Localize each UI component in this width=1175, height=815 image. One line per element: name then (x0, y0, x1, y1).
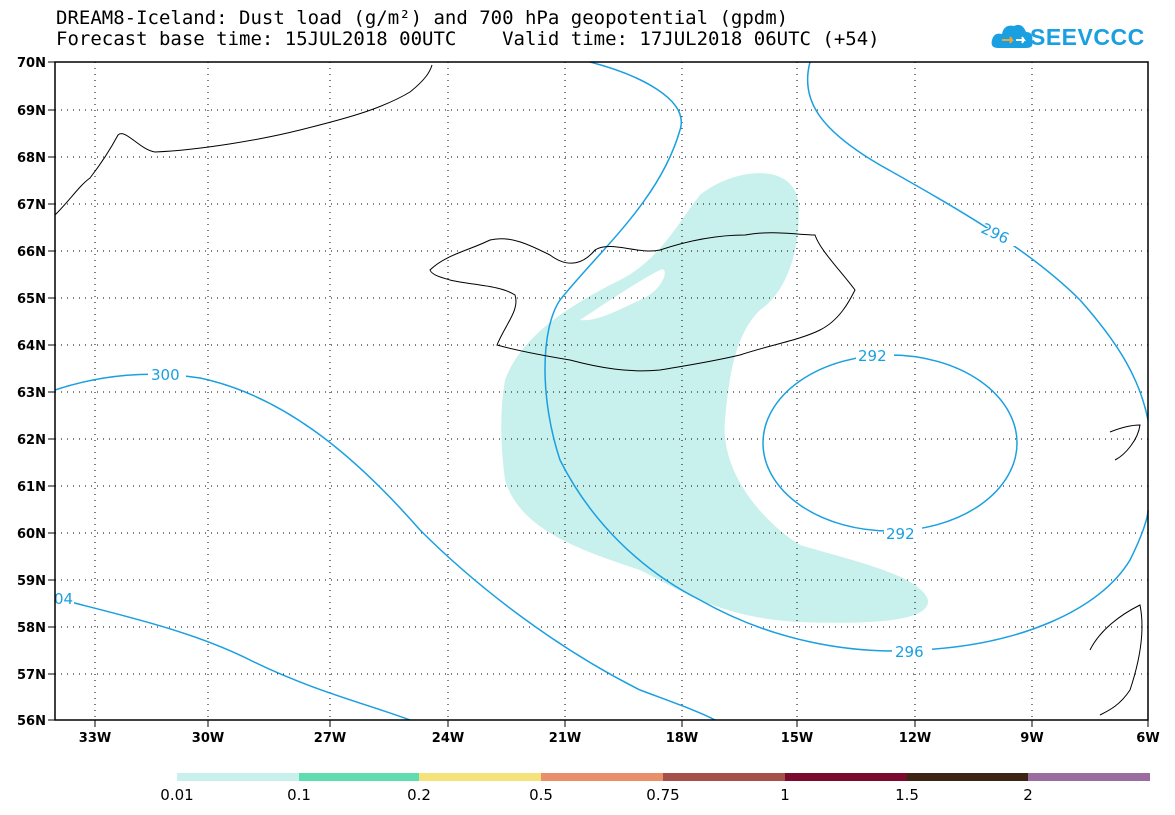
colorbar (177, 773, 1150, 781)
contour-label-292-north: 292 (858, 347, 887, 365)
colorbar-label: 0.5 (529, 786, 553, 804)
colorbar-segment (785, 773, 907, 781)
contour-304 (54, 597, 411, 721)
lat-label: 58N (17, 621, 46, 636)
colorbar-segment (177, 773, 299, 781)
graticule (55, 62, 1148, 720)
lat-label: 62N (17, 433, 46, 448)
contour-label-304: 04 (54, 590, 73, 608)
contour-292 (762, 354, 1018, 532)
lon-label: 30W (192, 731, 224, 746)
contour-296-east (806, 61, 1149, 421)
lat-label: 70N (17, 56, 46, 71)
lon-label: 27W (314, 731, 346, 746)
contour-label-300: 300 (151, 366, 180, 384)
colorbar-label: 0.01 (160, 786, 193, 804)
lat-label: 57N (17, 668, 46, 683)
contour-296 (544, 61, 1149, 652)
lat-label: 65N (17, 292, 46, 307)
lon-label: 12W (899, 731, 931, 746)
lon-label: 15W (781, 731, 813, 746)
iceland-coast (429, 232, 856, 372)
lon-label: 24W (432, 731, 464, 746)
lon-label: 18W (666, 731, 698, 746)
greenland-coast (54, 64, 433, 216)
lon-label: 9W (1020, 731, 1043, 746)
contour-label-296-south: 296 (895, 643, 924, 661)
map-frame (54, 61, 1149, 721)
colorbar-label: 1.5 (895, 786, 919, 804)
lon-label: 21W (549, 731, 581, 746)
colorbar-segment (419, 773, 541, 781)
colorbar-label: 0.75 (646, 786, 679, 804)
lat-label: 66N (17, 245, 46, 260)
colorbar-label: 0.2 (407, 786, 431, 804)
lat-label: 67N (17, 198, 46, 213)
scotland-coast (1089, 604, 1143, 716)
coastlines (54, 64, 1143, 716)
colorbar-segment (663, 773, 785, 781)
lat-label: 60N (17, 527, 46, 542)
lat-label: 63N (17, 386, 46, 401)
cloud-icon (991, 24, 1033, 48)
map-title-line-2: Forecast base time: 15JUL2018 00UTC Vali… (56, 28, 880, 50)
lat-label: 61N (17, 480, 46, 495)
lat-label: 64N (17, 339, 46, 354)
colorbar-label: 1 (780, 786, 790, 804)
colorbar-label: 0.1 (287, 786, 311, 804)
lat-label: 68N (17, 151, 46, 166)
dust-hole-north (580, 269, 665, 321)
lon-label: 33W (79, 731, 111, 746)
logo-text: SEEVCCC (1030, 24, 1145, 50)
colorbar-segment (907, 773, 1028, 781)
colorbar-segment (1028, 773, 1150, 781)
dust-plume (501, 173, 929, 623)
colorbar-label: 2 (1023, 786, 1033, 804)
contour-label-292-south: 292 (886, 525, 915, 543)
colorbar-segment (299, 773, 419, 781)
faroe-coast (1109, 424, 1141, 461)
lon-label: 6W (1136, 731, 1159, 746)
lat-label: 56N (17, 714, 46, 729)
lat-label: 59N (17, 574, 46, 589)
colorbar-segment (541, 773, 663, 781)
map-title-line-1: DREAM8-Iceland: Dust load (g/m²) and 700… (56, 7, 789, 29)
lat-label: 69N (17, 104, 46, 119)
